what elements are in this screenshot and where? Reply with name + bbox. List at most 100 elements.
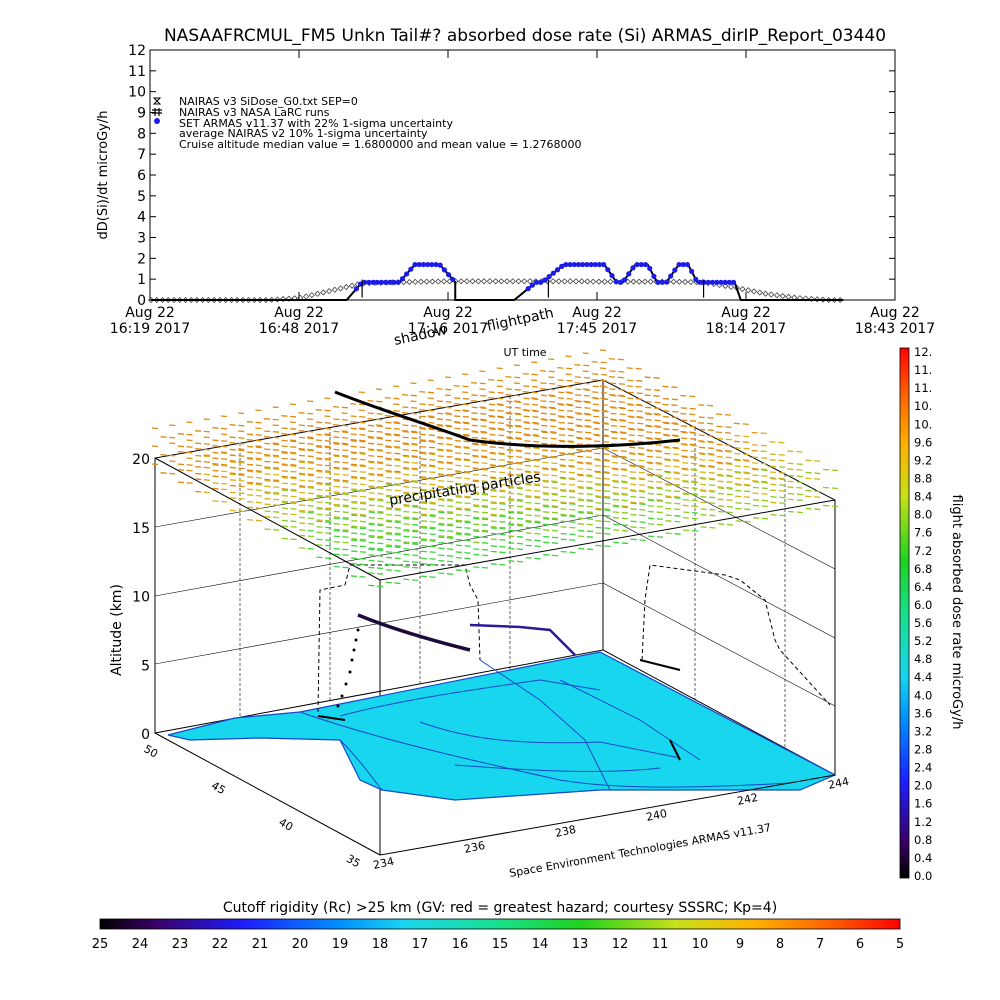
particle-dash xyxy=(542,516,550,519)
particle-dash xyxy=(507,510,515,513)
particle-dash xyxy=(333,516,341,518)
particle-dash xyxy=(490,470,497,473)
particle-dash xyxy=(316,446,323,448)
particle-dash xyxy=(359,526,367,529)
particle-dash xyxy=(523,397,530,400)
particle-dash xyxy=(499,533,506,536)
cutoff-colorbar-tick-label: 6 xyxy=(856,937,864,952)
particle-dash xyxy=(592,385,599,388)
particle-dash xyxy=(557,379,564,382)
cutoff-colorbar-tick-label: 9 xyxy=(736,937,744,952)
particle-dash xyxy=(542,492,549,494)
particle-dash xyxy=(463,458,470,461)
particle-dash xyxy=(611,455,618,458)
particle-dash xyxy=(674,484,681,487)
particle-dash xyxy=(403,498,410,501)
particle-dash xyxy=(594,470,601,473)
particle-dash xyxy=(299,467,306,469)
particle-dash xyxy=(543,511,550,513)
particle-dash xyxy=(665,502,672,504)
particle-dash xyxy=(699,428,706,431)
particle-dash xyxy=(654,431,662,434)
particle-dash xyxy=(307,486,314,489)
particle-dash xyxy=(532,416,539,418)
particle-dash xyxy=(567,392,574,394)
particle-dash xyxy=(298,442,305,445)
particle-dash xyxy=(177,433,184,435)
particle-dash xyxy=(281,451,288,453)
particle-dash xyxy=(419,403,426,406)
ascent-dots xyxy=(336,628,360,708)
particle-dash xyxy=(551,487,558,489)
particle-dash xyxy=(307,511,314,514)
particle-dash xyxy=(543,529,550,531)
particle-dash xyxy=(568,441,575,444)
particle-dash xyxy=(447,530,454,532)
particle-dash xyxy=(691,481,698,484)
particle-dash xyxy=(481,530,489,533)
particle-dash xyxy=(377,535,384,538)
particle-dash xyxy=(716,425,723,428)
particle-dash xyxy=(238,424,245,427)
particle-dash xyxy=(699,440,706,443)
particle-dash xyxy=(814,508,821,511)
particle-dash xyxy=(299,473,306,476)
particle-dash xyxy=(429,458,436,461)
particle-dash xyxy=(307,400,314,403)
particle-dash xyxy=(384,433,391,435)
cutoff-colorbar-tick-label: 15 xyxy=(492,937,509,952)
particle-dash xyxy=(662,397,670,400)
particle-dash xyxy=(403,566,410,568)
particle-dash xyxy=(716,461,723,464)
nairas-point xyxy=(481,278,488,285)
particle-dash xyxy=(636,392,643,395)
particle-dash xyxy=(595,501,602,504)
particle-dash xyxy=(788,492,795,495)
particle-dash xyxy=(351,544,358,547)
armas-point xyxy=(709,279,716,285)
particle-dash xyxy=(533,453,540,455)
particle-dash xyxy=(428,427,435,430)
particle-dash xyxy=(665,507,672,510)
particle-dash xyxy=(534,539,541,542)
particle-dash xyxy=(682,480,690,483)
particle-dash xyxy=(307,504,314,507)
particle-dash xyxy=(402,424,409,427)
particle-dash xyxy=(654,437,661,440)
particle-dash xyxy=(351,470,358,473)
particle-dash xyxy=(569,521,576,523)
particle-dash xyxy=(229,436,236,439)
particle-dash xyxy=(508,504,515,507)
particle-dash xyxy=(359,440,366,443)
particle-dash xyxy=(473,486,480,489)
particle-dash xyxy=(516,462,523,465)
particle-dash xyxy=(639,496,646,499)
particle-dash xyxy=(403,504,410,506)
particle-dash xyxy=(472,449,479,452)
particle-dash xyxy=(368,437,375,439)
particle-dash xyxy=(446,437,453,440)
particle-dash xyxy=(516,505,523,508)
particle-dash xyxy=(472,418,479,421)
particle-dash xyxy=(316,488,323,491)
particle-dash xyxy=(438,529,445,532)
particle-dash xyxy=(577,498,584,501)
particle-dash xyxy=(805,459,812,462)
top-series-layer xyxy=(147,261,844,304)
armas-point xyxy=(714,279,720,285)
nairas-point xyxy=(435,278,442,285)
particle-dash xyxy=(540,382,547,385)
particle-dash xyxy=(656,493,663,496)
particle-dash xyxy=(445,449,453,452)
particle-dash xyxy=(351,519,358,522)
nairas-point xyxy=(274,296,281,303)
particle-dash xyxy=(368,547,375,550)
particle-dash xyxy=(558,427,565,430)
particle-dash xyxy=(307,412,314,415)
particle-dash xyxy=(683,493,690,496)
particle-dash xyxy=(496,385,503,388)
particle-dash xyxy=(744,484,751,487)
particle-dash xyxy=(316,538,323,541)
particle-dash xyxy=(481,444,488,446)
particle-dash xyxy=(586,468,593,471)
